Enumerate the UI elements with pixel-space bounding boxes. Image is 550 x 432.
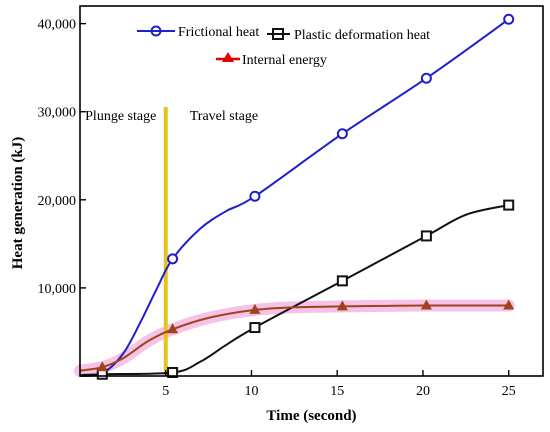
legend: Frictional heat Plastic deformation heat… [137, 25, 430, 68]
internal-energy-point-4 [420, 299, 432, 310]
y-tick-label-10000: 10,000 [38, 282, 77, 297]
legend-frictional-heat-label: Frictional heat [178, 25, 259, 40]
x-tick-label-15: 15 [330, 384, 344, 399]
plastic-deformation-heat-line [79, 204, 509, 377]
x-tick-label-20: 20 [416, 384, 430, 399]
plastic-deformation-heat-point-1 [167, 366, 179, 378]
plastic-deformation-heat-point-5 [503, 199, 515, 211]
annotation-plunge-stage: Plunge stage [85, 109, 156, 124]
y-axis-title: Heat generation (kJ) [10, 137, 26, 269]
x-axis-title: Time (second) [266, 408, 356, 424]
frictional-heat-point-2 [249, 190, 261, 202]
axis-layer: 5 10 15 20 25 10,000 20,000 30,000 40,000 [38, 18, 516, 399]
x-tick-label-5: 5 [162, 384, 169, 399]
internal-energy-point-1 [167, 323, 179, 334]
internal-energy-point-0 [96, 361, 108, 372]
internal-energy-point-5 [503, 299, 515, 310]
plot-frame [79, 5, 544, 377]
legend-frictional-heat-marker [150, 25, 162, 37]
frictional-heat-point-5 [503, 13, 515, 25]
internal-energy-point-2 [249, 303, 261, 314]
annotation-layer: Plunge stage Travel stage [85, 109, 258, 124]
annotation-travel-stage: Travel stage [190, 109, 258, 124]
internal-energy-point-3 [336, 300, 348, 311]
series-layer [79, 13, 515, 380]
plastic-deformation-heat-point-2 [249, 322, 261, 334]
frictional-heat-point-3 [336, 128, 348, 140]
frictional-heat-line [79, 18, 510, 377]
y-tick-label-20000: 20,000 [38, 194, 77, 209]
frictional-heat-point-1 [167, 253, 179, 265]
y-tick-label-30000: 30,000 [38, 106, 77, 121]
x-tick-label-25: 25 [502, 384, 516, 399]
plastic-deformation-heat-point-3 [336, 275, 348, 287]
plastic-deformation-heat-point-4 [420, 230, 432, 242]
x-tick-label-10: 10 [244, 384, 258, 399]
legend-plastic-deformation-heat-label: Plastic deformation heat [294, 28, 430, 43]
y-tick-label-40000: 40,000 [38, 18, 77, 33]
legend-internal-energy-label: Internal energy [242, 53, 327, 68]
legend-plastic-deformation-heat-marker [272, 28, 284, 40]
internal-energy-line [79, 304, 509, 372]
frictional-heat-point-4 [420, 72, 432, 84]
legend-internal-energy-marker [222, 52, 234, 62]
